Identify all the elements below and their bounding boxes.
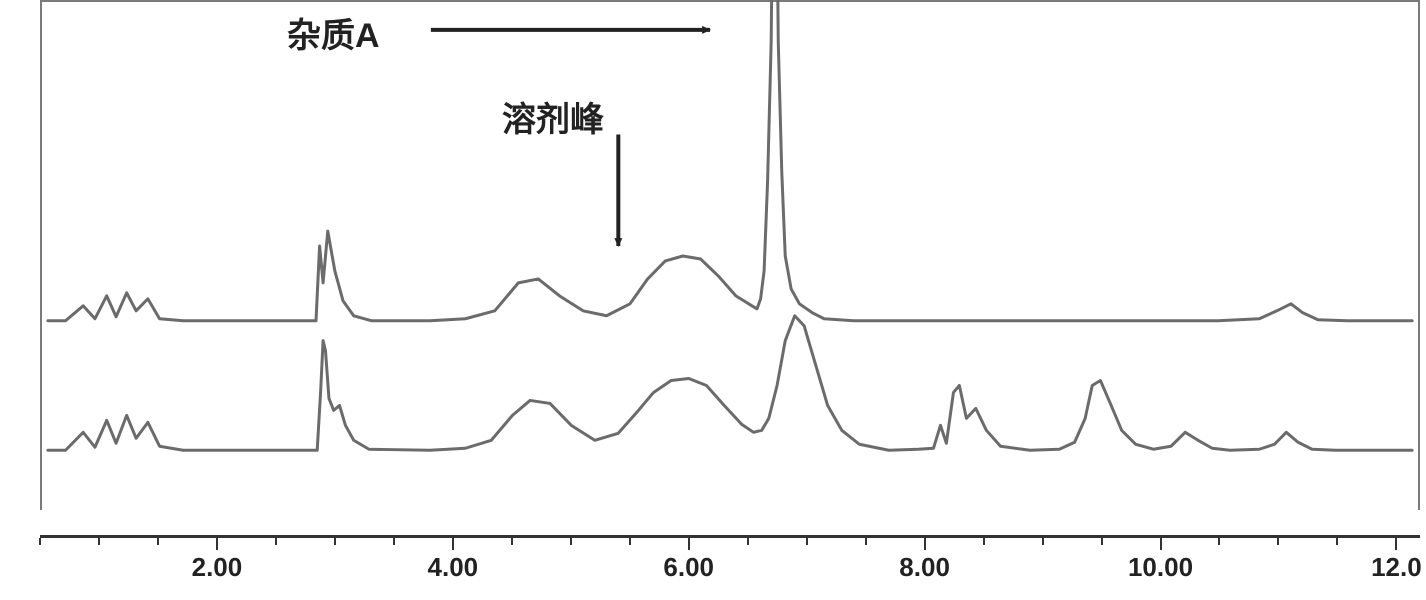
label-impurity-a: 杂质A	[287, 8, 380, 57]
x-tick-major	[688, 538, 690, 550]
trace-lower	[48, 316, 1412, 450]
x-tick-minor	[1101, 538, 1103, 545]
x-tick-minor	[1336, 538, 1338, 545]
x-tick-minor	[1042, 538, 1044, 545]
label-solvent-peak: 溶剂峰	[502, 92, 604, 141]
x-tick-major	[452, 538, 454, 550]
trace-svg	[42, 2, 1418, 510]
x-tick-minor	[629, 538, 631, 545]
x-tick-label: 6.00	[663, 552, 714, 583]
x-tick-minor	[806, 538, 808, 545]
x-tick-minor	[334, 538, 336, 545]
x-tick-label: 4.00	[428, 552, 479, 583]
plot-area: 杂质A 溶剂峰	[40, 0, 1420, 510]
trace-upper	[48, 0, 1412, 321]
x-tick-minor	[865, 538, 867, 545]
x-tick-minor	[157, 538, 159, 545]
x-tick-minor	[393, 538, 395, 545]
x-tick-minor	[275, 538, 277, 545]
x-axis: 2.00 4.00 6.00 8.00 10.00 12.0	[40, 535, 1420, 585]
chromatogram-chart: 杂质A 溶剂峰 2.00 4.00 6.00 8.00 10.00 12.0	[0, 0, 1426, 600]
x-tick-major	[1160, 538, 1162, 550]
x-tick-minor	[98, 538, 100, 545]
x-tick-label: 8.00	[899, 552, 950, 583]
x-tick-label: 10.00	[1128, 552, 1193, 583]
x-tick-minor	[983, 538, 985, 545]
x-tick-major	[924, 538, 926, 550]
x-tick-minor	[1277, 538, 1279, 545]
x-tick-label: 2.00	[192, 552, 243, 583]
x-tick-major	[216, 538, 218, 550]
x-tick-minor	[747, 538, 749, 545]
x-tick-minor	[39, 538, 41, 545]
x-tick-minor	[511, 538, 513, 545]
x-tick-minor	[1218, 538, 1220, 545]
x-tick-minor	[570, 538, 572, 545]
x-tick-major	[1395, 538, 1397, 550]
x-tick-label: 12.0	[1371, 552, 1422, 583]
